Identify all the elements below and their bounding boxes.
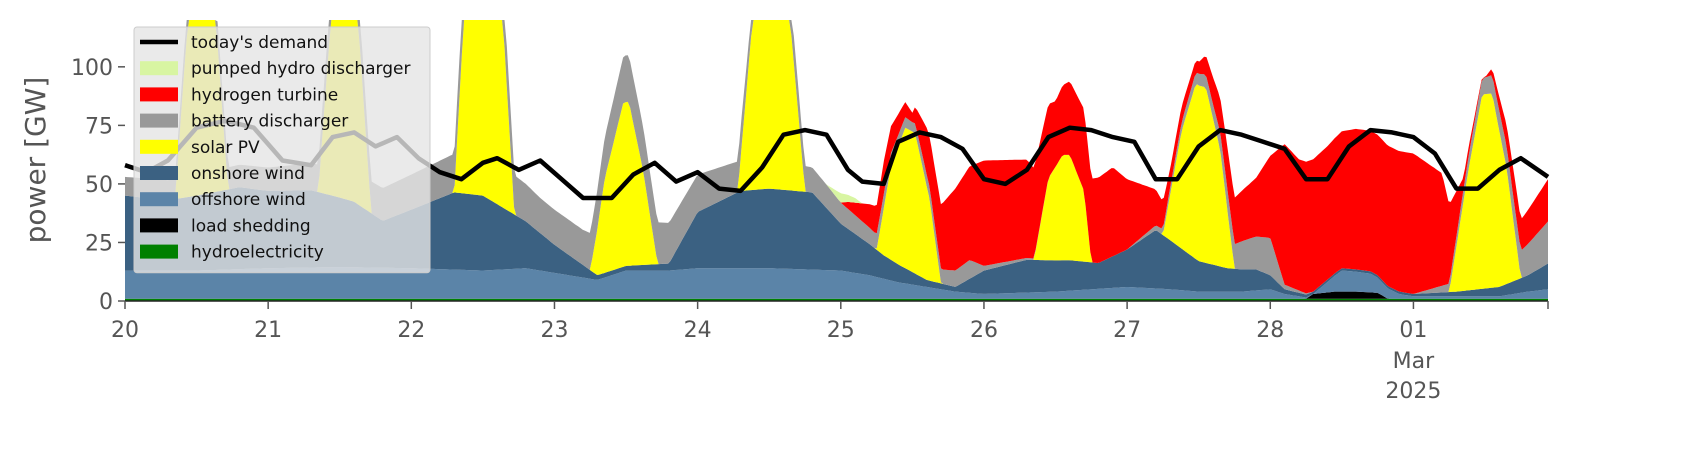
legend-swatch-onshore-wind: [140, 166, 178, 180]
legend-label-battery-discharger: battery discharger: [191, 112, 348, 132]
axis-layer: 0 25 50 75 100 20 21 22 23 24 25 26 27 28 01 Mar 2025: [71, 56, 1549, 404]
legend-label-hydrogen-turbine: hydrogen turbine: [191, 85, 338, 105]
legend-swatch-hydrogen-turbine: [140, 87, 178, 102]
area-solar-pv: [125, 20, 1548, 295]
legend-label-load-shedding: load shedding: [191, 216, 311, 236]
x-tick-label: 24: [684, 318, 712, 343]
x-tick-label: 20: [111, 318, 139, 343]
y-tick-label: 50: [85, 173, 113, 198]
y-tick-label: 100: [71, 56, 113, 81]
legend-label-pumped-hydro-discharger: pumped hydro discharger: [191, 59, 410, 79]
area-offshore-wind: [125, 267, 1548, 299]
legend-box: [133, 26, 431, 274]
legend-label-solar-pv: solar PV: [191, 138, 260, 158]
legend-label-today-s-demand: today's demand: [191, 33, 328, 53]
x-tick-label: 22: [397, 318, 425, 343]
area-hydrogen-turbine: [125, 20, 1548, 294]
legend-swatch-battery-discharger: [140, 113, 178, 128]
y-tick-label: 25: [85, 231, 113, 256]
y-tick-label: 0: [99, 290, 113, 315]
x-tick-month-label: Mar: [1393, 349, 1435, 374]
x-tick-label: 28: [1256, 318, 1284, 343]
x-tick-label: 25: [827, 318, 855, 343]
legend-label-hydroelectricity: hydroelectricity: [191, 243, 324, 263]
legend-swatch-offshore-wind: [140, 192, 178, 207]
area-onshore-wind: [125, 187, 1548, 298]
x-tick-label: 01: [1399, 318, 1427, 343]
series-layer: [125, 20, 1548, 301]
legend-label-onshore-wind: onshore wind: [191, 164, 305, 184]
y-axis-label: power [GW]: [19, 77, 52, 244]
x-tick-year-label: 2025: [1385, 379, 1441, 404]
x-tick-label: 26: [970, 318, 998, 343]
x-tick-label: 21: [254, 318, 282, 343]
area-battery-discharger: [125, 20, 1548, 295]
legend: today's demand pumped hydro discharger hyd…: [133, 26, 431, 274]
x-tick-label: 23: [540, 318, 568, 343]
y-tick-label: 75: [85, 114, 113, 139]
legend-label-offshore-wind: offshore wind: [191, 190, 306, 210]
legend-swatch-hydroelectricity: [140, 244, 178, 259]
legend-swatch-load-shedding: [140, 218, 178, 233]
legend-swatch-solar-pv: [140, 139, 178, 154]
legend-swatch-pumped-hydro-discharger: [140, 61, 178, 76]
x-tick-label: 27: [1113, 318, 1141, 343]
